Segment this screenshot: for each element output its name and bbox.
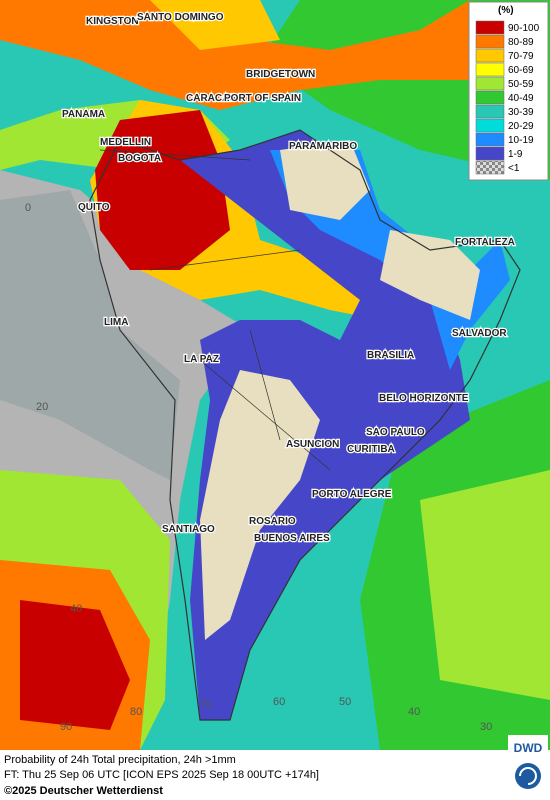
lon-label: 50 — [339, 696, 351, 708]
city-label: PORT OF SPAIN — [224, 93, 301, 104]
logo-text: DWD — [514, 741, 543, 755]
legend-label: 90-100 — [508, 23, 540, 34]
city-label: SAO PAULO — [366, 427, 425, 438]
city-label: ROSARIO — [249, 516, 296, 527]
lon-label: 70 — [200, 699, 212, 711]
legend-label: 30-39 — [508, 107, 534, 118]
legend-label: 1-9 — [508, 149, 523, 160]
city-label: CARACAS — [186, 93, 236, 104]
legend-label: 40-49 — [508, 93, 534, 104]
lat-label: 0 — [25, 202, 31, 214]
legend-items: 90-100 80-89 70-79 60-69 50-59 40-49 30-39 20-2… — [475, 20, 540, 175]
city-label: ASUNCION — [286, 439, 339, 450]
city-label: FORTALEZA — [455, 237, 515, 248]
legend-swatch — [475, 146, 505, 161]
logo-icon — [515, 763, 541, 789]
city-label: CURITIBA — [347, 444, 395, 455]
legend-swatch — [475, 132, 505, 147]
city-label: PARAMARIBO — [289, 141, 357, 152]
legend-swatch — [475, 76, 505, 91]
legend: (%) 90-100 80-89 70-79 60-69 50-59 40-49 30-39… — [468, 1, 549, 181]
lat-label: 20 — [36, 401, 48, 413]
legend-unit: (%) — [498, 5, 514, 16]
city-label: LA PAZ — [184, 354, 219, 365]
city-label: PORTO ALEGRE — [312, 489, 392, 500]
footer-line: FT: Thu 25 Sep 06 UTC [ICON EPS 2025 Sep… — [4, 769, 319, 781]
legend-label: <1 — [508, 163, 520, 174]
city-label: QUITO — [78, 202, 110, 213]
footer-line: Probability of 24h Total precipitation, … — [4, 754, 236, 766]
lon-label: 80 — [130, 706, 142, 718]
city-label: BOGOTA — [118, 153, 161, 164]
legend-label: 60-69 — [508, 65, 534, 76]
legend-swatch — [475, 48, 505, 63]
legend-swatch — [475, 90, 505, 105]
lon-label: 40 — [408, 706, 420, 718]
city-label: SALVADOR — [452, 328, 507, 339]
legend-swatch — [475, 62, 505, 77]
legend-label: 50-59 — [508, 79, 534, 90]
legend-label: 20-29 — [508, 121, 534, 132]
city-label: MEDELLIN — [100, 137, 151, 148]
city-label: BELO HORIZONTE — [379, 393, 469, 404]
footer: Probability of 24h Total precipitation, … — [0, 735, 548, 800]
graticule-labels: 0 20 40 90 80 70 60 50 40 30 — [25, 202, 492, 733]
city-label: PANAMA — [62, 109, 105, 120]
legend-swatch — [475, 118, 505, 133]
legend-swatch — [475, 104, 505, 119]
city-label: SANTIAGO — [162, 524, 215, 535]
lon-label: 60 — [273, 696, 285, 708]
legend-label: 70-79 — [508, 51, 534, 62]
legend-swatch — [475, 34, 505, 49]
lon-label: 30 — [480, 721, 492, 733]
legend-label: 10-19 — [508, 135, 534, 146]
city-label: KINGSTON — [86, 16, 139, 27]
city-label: LIMA — [104, 317, 128, 328]
city-label: BRASILIA — [367, 350, 414, 361]
city-label: BUENOS AIRES — [254, 533, 330, 544]
city-label: SANTO DOMINGO — [137, 12, 224, 23]
legend-swatch — [475, 160, 505, 175]
precip-field — [0, 0, 550, 750]
lat-label: 40 — [70, 603, 82, 615]
footer-line: ©2025 Deutscher Wetterdienst — [4, 785, 163, 797]
lon-label: 90 — [60, 721, 72, 733]
city-label: BRIDGETOWN — [246, 69, 315, 80]
legend-label: 80-89 — [508, 37, 534, 48]
legend-swatch — [475, 20, 505, 35]
